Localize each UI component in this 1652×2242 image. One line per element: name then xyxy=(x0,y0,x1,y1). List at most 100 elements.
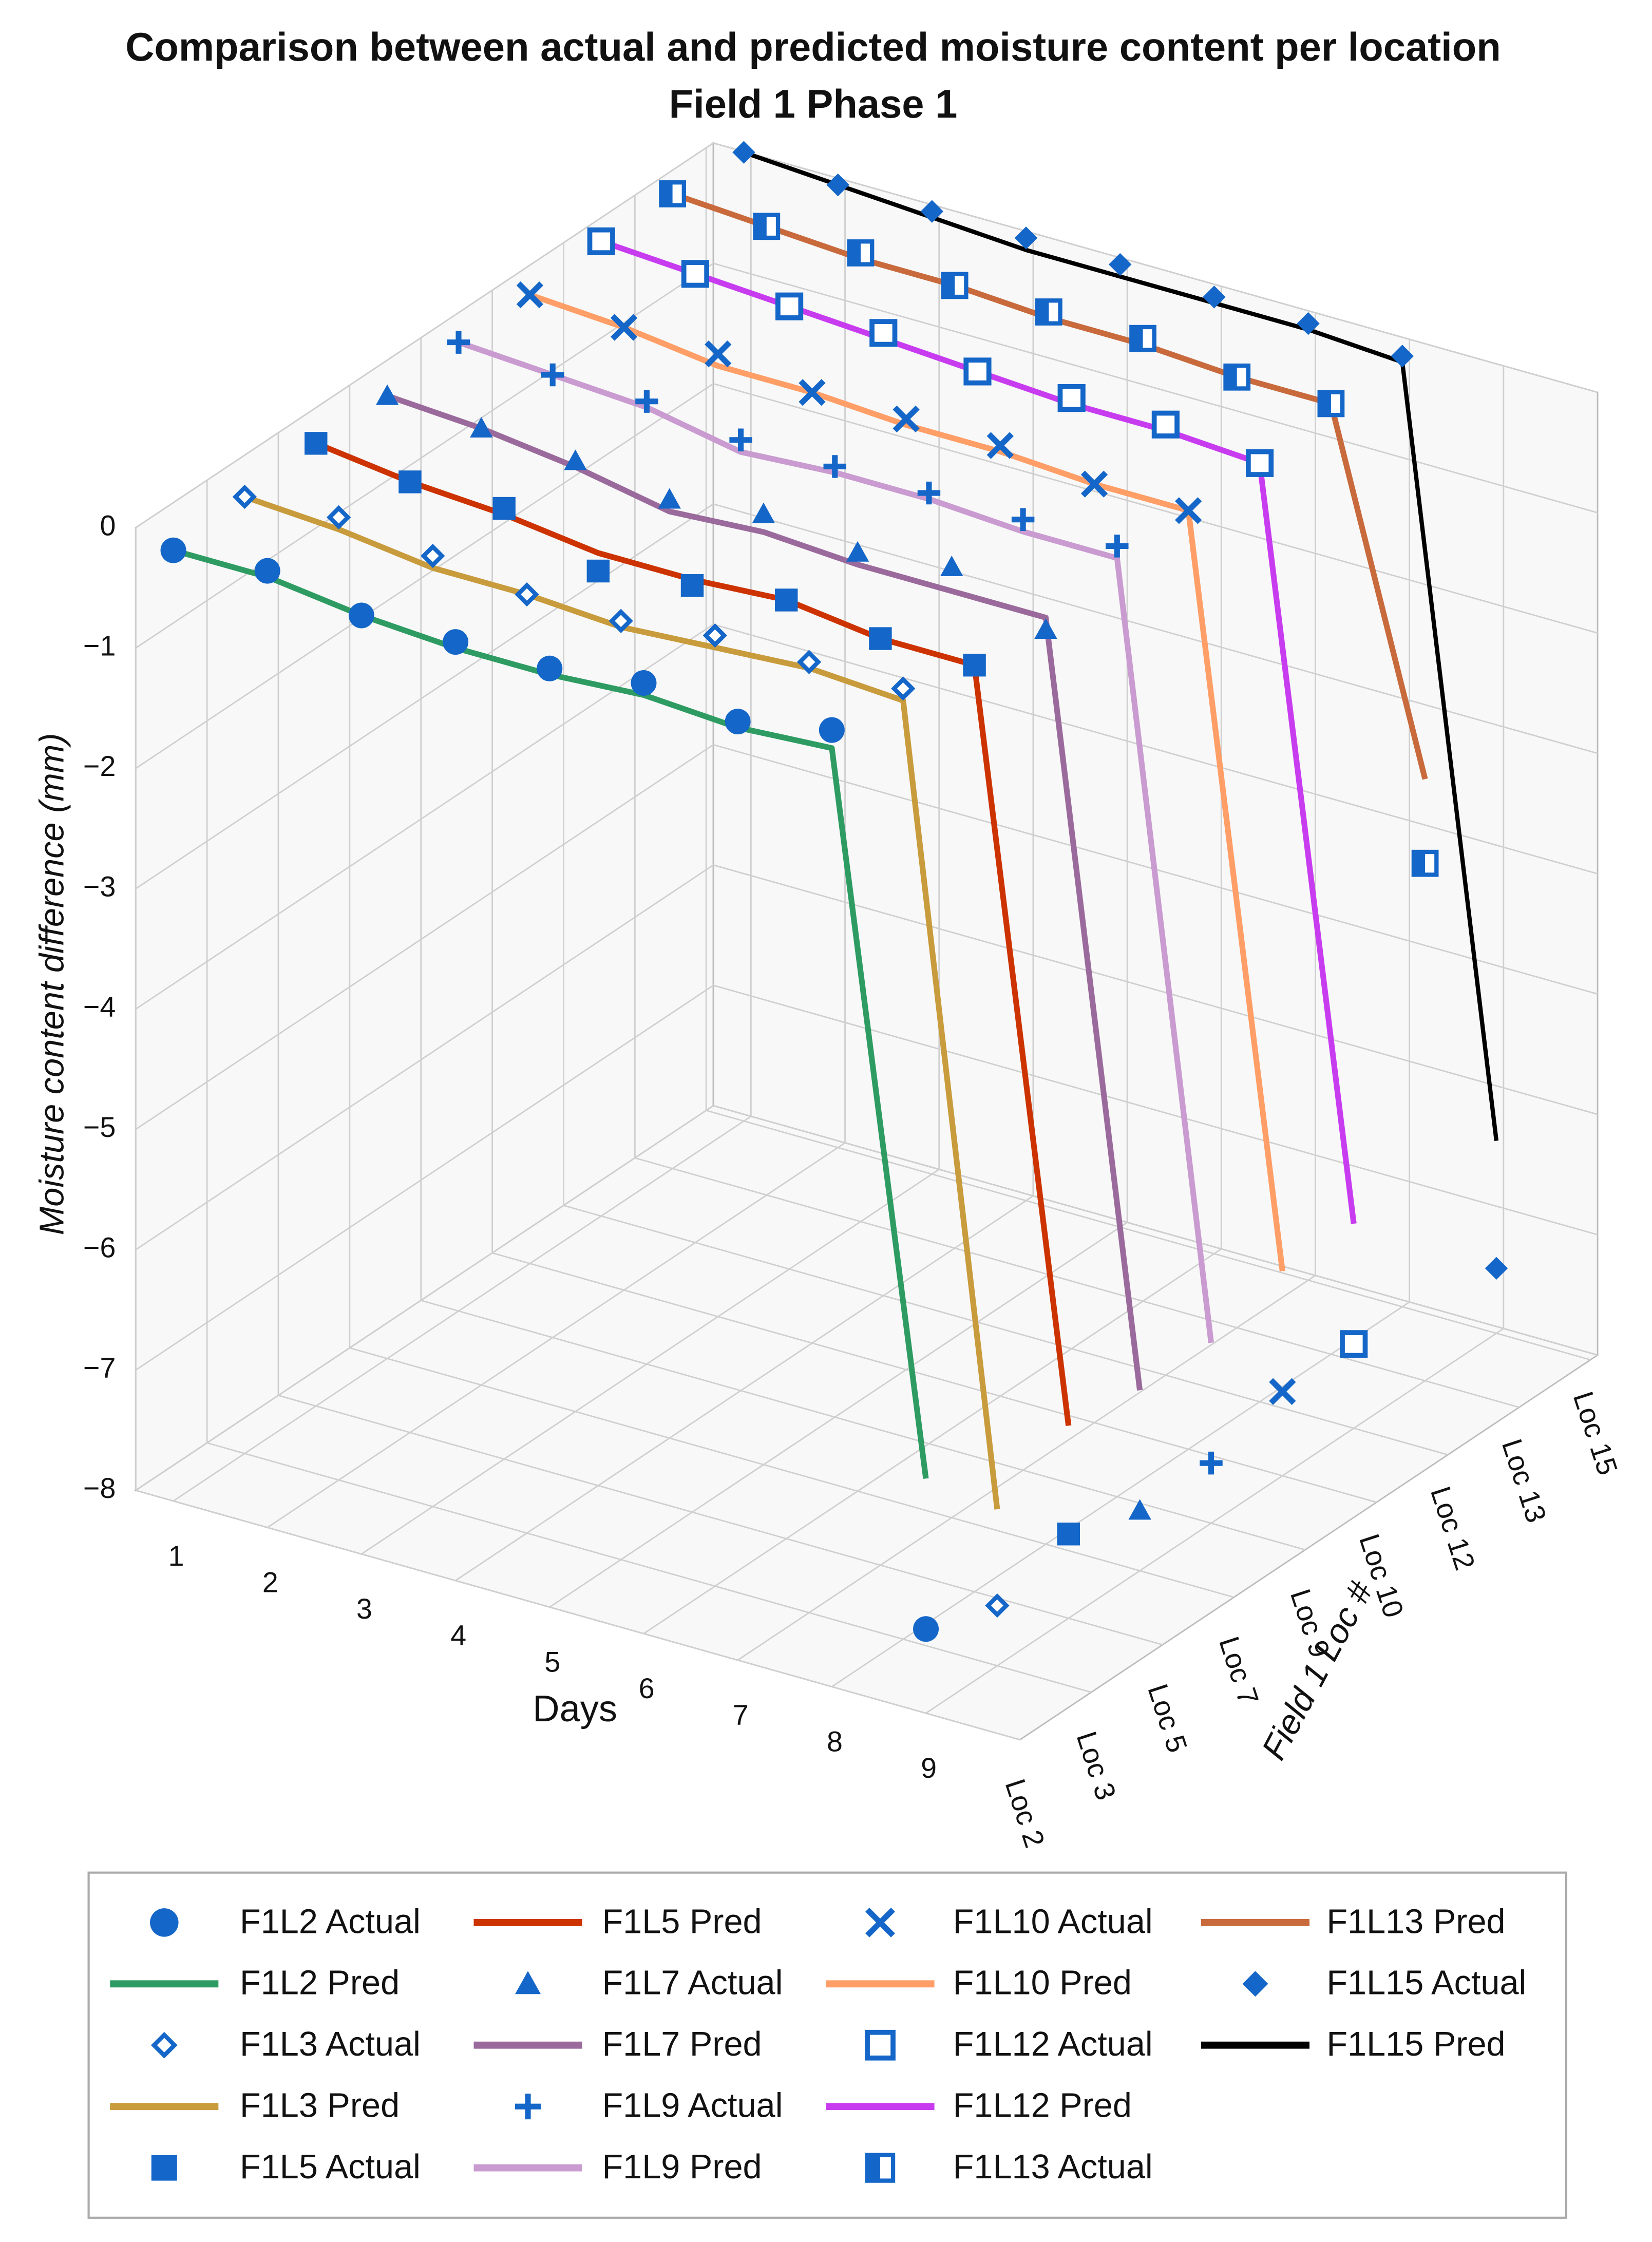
legend-label: F1L12 Pred xyxy=(953,2087,1132,2125)
marker xyxy=(150,1908,179,1937)
legend-label: F1L5 Actual xyxy=(240,2148,421,2186)
grid-line xyxy=(713,142,1598,393)
marker xyxy=(1011,508,1035,531)
marker xyxy=(586,559,610,583)
grid-line xyxy=(713,262,1598,514)
marker xyxy=(1269,1378,1296,1405)
legend-label: F1L10 Pred xyxy=(953,1964,1132,2002)
legend-label: F1L15 Pred xyxy=(1326,2025,1505,2063)
x-tick-label: 4 xyxy=(450,1620,466,1651)
y-tick-label: −7 xyxy=(83,1352,116,1384)
grid-line xyxy=(643,1248,1222,1635)
grid-line xyxy=(267,1142,846,1528)
marker xyxy=(865,2153,896,2183)
grid-line xyxy=(706,1110,1591,1361)
grid-line xyxy=(206,1442,1092,1693)
legend-label: F1L15 Actual xyxy=(1326,1964,1526,2002)
pred-line xyxy=(743,150,1499,1141)
y-tick-label: −8 xyxy=(83,1472,116,1504)
x-tick-label: 9 xyxy=(921,1752,937,1784)
grid-line xyxy=(135,984,714,1371)
marker xyxy=(846,541,869,562)
marker xyxy=(1035,298,1062,326)
marker-part xyxy=(661,182,673,205)
marker xyxy=(232,484,257,509)
grid-line xyxy=(135,1105,714,1491)
legend-label: F1L9 Pred xyxy=(602,2148,762,2186)
y-tick-label: −2 xyxy=(83,750,116,782)
legend-label: F1L12 Actual xyxy=(953,2025,1153,2063)
marker xyxy=(775,292,804,320)
marker xyxy=(305,432,328,455)
marker xyxy=(492,497,516,520)
legend-label: F1L7 Actual xyxy=(602,1964,783,2002)
grid-line xyxy=(549,1222,1128,1608)
marker xyxy=(913,1616,939,1642)
marker xyxy=(680,574,704,597)
legend-label: F1L10 Actual xyxy=(953,1903,1153,1941)
grid-line xyxy=(492,1252,1377,1503)
marker xyxy=(443,629,469,655)
legend-label: F1L2 Pred xyxy=(240,1964,400,2002)
grid-line xyxy=(135,503,714,889)
marker xyxy=(609,609,633,633)
marker xyxy=(537,655,563,681)
y-tick-label: −1 xyxy=(83,630,116,662)
marker xyxy=(865,2029,896,2061)
legend-label: F1L3 Pred xyxy=(240,2087,400,2125)
y-tick-label: 0 xyxy=(100,509,116,541)
marker-part xyxy=(943,274,955,297)
x-tick-label: 2 xyxy=(262,1566,278,1598)
marker-part xyxy=(1131,327,1143,350)
marker-part xyxy=(1037,300,1049,324)
marker xyxy=(1129,325,1156,352)
marker xyxy=(752,502,775,523)
grid-line xyxy=(634,1157,1520,1408)
marker xyxy=(470,416,493,438)
marker xyxy=(985,1593,1010,1618)
x-tick-label: 8 xyxy=(827,1725,843,1757)
marker xyxy=(398,470,422,493)
grid-line xyxy=(135,864,714,1250)
pred-line xyxy=(386,393,1143,1391)
marker xyxy=(1106,535,1129,558)
marker xyxy=(1223,363,1251,391)
marker xyxy=(610,314,638,341)
marker xyxy=(799,379,826,406)
marker xyxy=(826,173,849,197)
y-tick-label: −5 xyxy=(83,1111,116,1143)
marker xyxy=(151,2155,177,2181)
marker xyxy=(1340,1330,1368,1358)
marker-part xyxy=(1413,851,1426,875)
marker xyxy=(254,558,280,584)
marker xyxy=(986,432,1014,459)
marker xyxy=(963,357,992,386)
marker xyxy=(681,260,710,288)
marker xyxy=(1411,849,1439,877)
marker xyxy=(564,449,587,470)
marker xyxy=(940,555,963,576)
grid-line xyxy=(421,1300,1306,1551)
legend-label: F1L5 Pred xyxy=(602,1903,762,1941)
marker xyxy=(729,428,752,451)
marker xyxy=(658,488,681,509)
marker xyxy=(920,200,944,223)
grid-line xyxy=(713,503,1598,754)
grid-line xyxy=(135,744,714,1130)
y-tick-label: −4 xyxy=(83,991,116,1023)
y-tick-label: −3 xyxy=(83,870,116,902)
marker xyxy=(160,537,186,563)
marker xyxy=(515,1971,541,1994)
marker xyxy=(515,582,539,607)
marker xyxy=(541,363,564,387)
marker xyxy=(1109,253,1132,276)
marker xyxy=(917,481,941,505)
marker xyxy=(326,505,351,530)
x-tick-label: 3 xyxy=(356,1593,372,1625)
legend-label: F1L13 Actual xyxy=(953,2148,1153,2186)
grid-line xyxy=(278,1395,1163,1646)
marker xyxy=(1175,497,1202,524)
marker xyxy=(1245,449,1274,477)
marker-part xyxy=(867,2155,881,2181)
